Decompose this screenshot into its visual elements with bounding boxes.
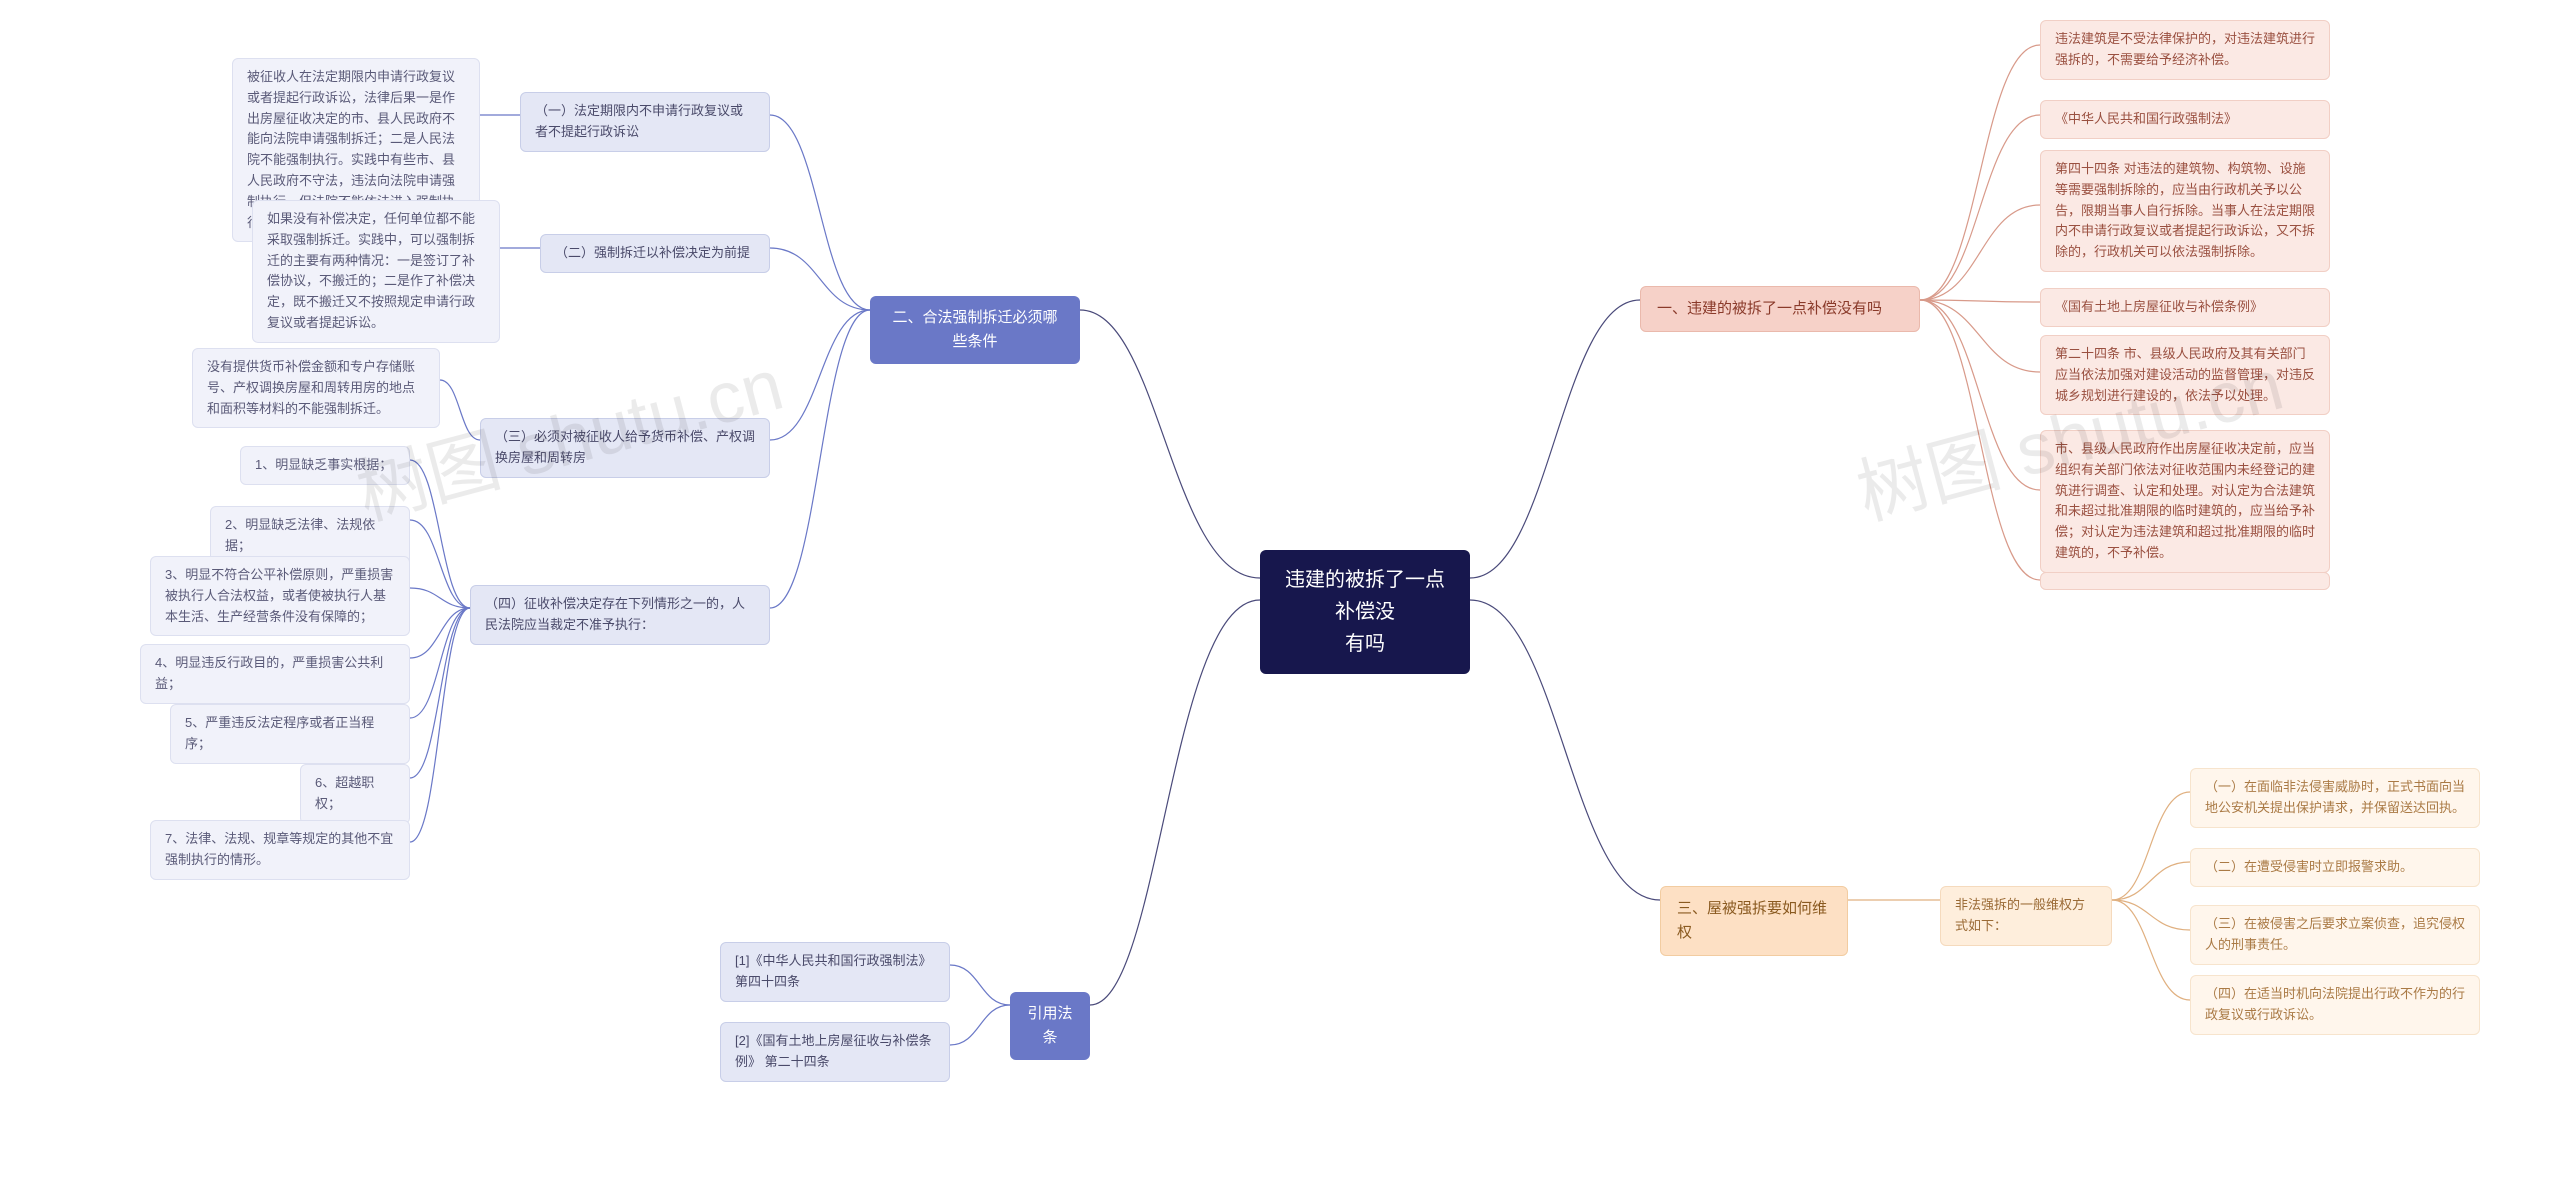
branch-a-item: 市、县级人民政府作出房屋征收决定前，应当组织有关部门依法对征收范围内未经登记的建…: [2040, 430, 2330, 573]
left-sec1-sub: 4、明显违反行政目的，严重损害公共利益；: [140, 644, 410, 704]
left-sec1-item-detail: 如果没有补偿决定，任何单位都不能采取强制拆迁。实践中，可以强制拆迁的主要有两种情…: [252, 200, 500, 343]
left-sec1-item-label: （一）法定期限内不申请行政复议或者不提起行政诉讼: [520, 92, 770, 152]
left-sec1-item-label: （二）强制拆迁以补偿决定为前提: [540, 234, 770, 273]
branch-a-item-empty: [2040, 572, 2330, 590]
branch-a-item: 《中华人民共和国行政强制法》: [2040, 100, 2330, 139]
left-sec1-sub: 7、法律、法规、规章等规定的其他不宜强制执行的情形。: [150, 820, 410, 880]
left-sec2-item: [2]《国有土地上房屋征收与补偿条例》 第二十四条: [720, 1022, 950, 1082]
left-sec1-sub: 3、明显不符合公平补偿原则，严重损害被执行人合法权益，或者使被执行人基本生活、生…: [150, 556, 410, 636]
branch-a-item: 第四十四条 对违法的建筑物、构筑物、设施等需要强制拆除的，应当由行政机关予以公告…: [2040, 150, 2330, 272]
left-sec2-item: [1]《中华人民共和国行政强制法》 第四十四条: [720, 942, 950, 1002]
branch-a-item: 违法建筑是不受法律保护的，对违法建筑进行强拆的，不需要给予经济补偿。: [2040, 20, 2330, 80]
branch-a-item: 《国有土地上房屋征收与补偿条例》: [2040, 288, 2330, 327]
branch-b-title: 三、屋被强拆要如何维权: [1660, 886, 1848, 956]
branch-a-title: 一、违建的被拆了一点补偿没有吗: [1640, 286, 1920, 332]
branch-a-item: 第二十四条 市、县级人民政府及其有关部门应当依法加强对建设活动的监督管理，对违反…: [2040, 335, 2330, 415]
left-sec1-title: 二、合法强制拆迁必须哪些条件: [870, 296, 1080, 364]
root-node: 违建的被拆了一点补偿没 有吗: [1260, 550, 1470, 674]
branch-b-item: （二）在遭受侵害时立即报警求助。: [2190, 848, 2480, 887]
left-sec1-item-label: （三）必须对被征收人给予货币补偿、产权调换房屋和周转房: [480, 418, 770, 478]
root-line1: 违建的被拆了一点补偿没: [1285, 569, 1445, 623]
left-sec1-item-detail: 没有提供货币补偿金额和专户存储账号、产权调换房屋和周转用房的地点和面积等材料的不…: [192, 348, 440, 428]
root-line2: 有吗: [1345, 633, 1385, 655]
left-sec1-sub: 1、明显缺乏事实根据；: [240, 446, 410, 485]
left-sec1-sub: 5、严重违反法定程序或者正当程序；: [170, 704, 410, 764]
branch-b-item: （三）在被侵害之后要求立案侦查，追究侵权人的刑事责任。: [2190, 905, 2480, 965]
left-sec2-title: 引用法条: [1010, 992, 1090, 1060]
branch-b-sub: 非法强拆的一般维权方式如下：: [1940, 886, 2112, 946]
left-sec1-item-label: （四）征收补偿决定存在下列情形之一的，人民法院应当裁定不准予执行：: [470, 585, 770, 645]
left-sec1-sub: 6、超越职权；: [300, 764, 410, 824]
branch-b-item: （四）在适当时机向法院提出行政不作为的行政复议或行政诉讼。: [2190, 975, 2480, 1035]
branch-b-item: （一）在面临非法侵害威胁时，正式书面向当地公安机关提出保护请求，并保留送达回执。: [2190, 768, 2480, 828]
